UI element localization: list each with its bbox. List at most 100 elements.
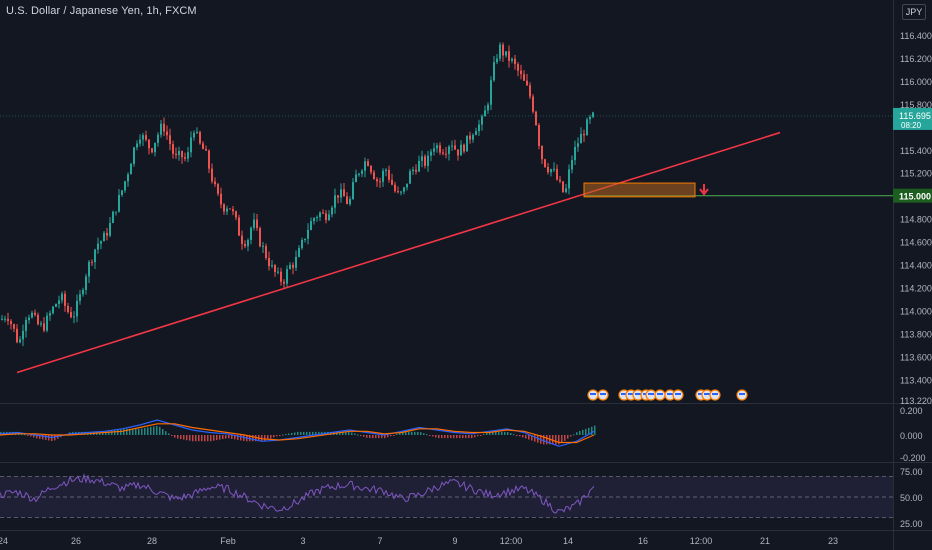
macd-histogram-bar <box>186 435 188 441</box>
macd-histogram-bar <box>132 428 134 435</box>
price-tick-label: 115.400 <box>900 146 932 156</box>
candle-body <box>331 207 333 215</box>
event-flag-icon[interactable] <box>632 389 644 401</box>
time-tick-label: 12:00 <box>500 536 523 546</box>
candle-body <box>529 85 531 97</box>
candle-body <box>400 191 402 193</box>
candle-body <box>547 166 549 173</box>
candle-body <box>280 271 282 282</box>
candle-body <box>370 165 372 173</box>
candle-body <box>421 156 423 161</box>
macd-histogram-bar <box>372 435 374 439</box>
rsi-tick-label: 75.00 <box>900 467 923 477</box>
macd-histogram-bar <box>459 435 461 439</box>
macd-histogram-bar <box>276 435 278 437</box>
rsi-line <box>0 473 595 514</box>
currency-button[interactable]: JPY <box>902 4 926 20</box>
event-flag-stripe <box>621 393 627 395</box>
event-flag-icon[interactable] <box>587 389 599 401</box>
candle-body <box>448 146 450 154</box>
candle-body <box>175 153 177 156</box>
macd-histogram-bar <box>525 435 527 439</box>
candle-body <box>109 222 111 236</box>
candle-body <box>91 261 93 263</box>
candle-body <box>58 300 60 304</box>
candle-body <box>379 181 381 183</box>
macd-histogram-bar <box>291 432 293 435</box>
macd-histogram-bar <box>498 431 500 435</box>
candle-body <box>373 172 375 180</box>
candle-body <box>418 160 420 172</box>
time-tick-label: 21 <box>760 536 770 546</box>
macd-histogram-bar <box>240 435 242 441</box>
macd-histogram-bar <box>342 431 344 435</box>
macd-tick-label: -0.200 <box>900 453 926 463</box>
candle-body <box>178 151 180 156</box>
macd-histogram-bar <box>453 435 455 439</box>
candle-body <box>169 135 171 145</box>
candle-body <box>526 80 528 86</box>
candle-body <box>358 173 360 175</box>
macd-histogram-bar <box>165 431 167 435</box>
candle-body <box>172 144 174 154</box>
economic-events[interactable] <box>587 389 748 401</box>
candle-body <box>487 104 489 111</box>
event-flag-icon[interactable] <box>672 389 684 401</box>
macd-histogram-bar <box>237 435 239 440</box>
candle-body <box>436 145 438 149</box>
macd-histogram-bar <box>450 435 452 439</box>
macd-histogram-bar <box>528 435 530 440</box>
candle-body <box>196 131 198 133</box>
price-candles <box>1 42 594 347</box>
candle-body <box>367 161 369 166</box>
event-flag-icon[interactable] <box>709 389 721 401</box>
symbol-title[interactable]: U.S. Dollar / Japanese Yen, 1h, FXCM <box>6 5 197 17</box>
macd-histogram-bar <box>168 433 170 435</box>
candle-body <box>592 112 594 117</box>
macd-histogram-bar <box>297 431 299 435</box>
macd-histogram-bar <box>429 435 431 436</box>
candle-body <box>259 228 261 247</box>
macd-histogram-bar <box>153 426 155 435</box>
candle-body <box>514 58 516 65</box>
candle-body <box>475 131 477 136</box>
macd-histogram-bar <box>273 435 275 438</box>
macd-histogram-bar <box>33 435 35 438</box>
macd-histogram-bar <box>405 431 407 435</box>
candle-body <box>214 181 216 185</box>
candle-body <box>502 44 504 56</box>
macd-histogram-bar <box>570 435 572 437</box>
macd-histogram-bar <box>318 431 320 435</box>
candle-body <box>316 217 318 219</box>
macd-histogram-bar <box>360 435 362 436</box>
price-tick-label: 113.800 <box>900 329 932 339</box>
candle-body <box>34 312 36 315</box>
event-flag-icon[interactable] <box>654 389 666 401</box>
time-tick-label: 3 <box>300 536 305 546</box>
macd-histogram-bar <box>135 428 137 435</box>
macd-histogram-bar <box>420 432 422 435</box>
candle-body <box>76 300 78 317</box>
candle-body <box>13 324 15 329</box>
price-tick-label: 113.400 <box>900 375 932 385</box>
macd-histogram-bar <box>36 435 38 439</box>
macd-histogram-bar <box>468 435 470 439</box>
macd-histogram-bar <box>594 425 596 435</box>
macd-histogram-bar <box>264 435 266 441</box>
event-flag-stripe <box>675 393 681 395</box>
event-flag-icon[interactable] <box>597 389 609 401</box>
candle-body <box>511 58 513 61</box>
candle-body <box>403 187 405 192</box>
event-flag-stripe <box>704 393 710 395</box>
trendline <box>16 131 781 374</box>
macd-histogram-bar <box>30 435 32 437</box>
candle-body <box>184 157 186 159</box>
candle-body <box>478 124 480 132</box>
candle-body <box>583 134 585 136</box>
event-flag-stripe <box>712 393 718 395</box>
candle-body <box>409 171 411 184</box>
event-flag-icon[interactable] <box>736 389 748 401</box>
macd-histogram-bar <box>198 435 200 442</box>
macd-histogram-bar <box>255 435 257 442</box>
